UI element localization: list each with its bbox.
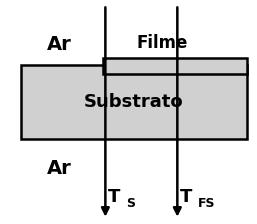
Text: T: T (108, 188, 120, 206)
Text: T: T (180, 188, 192, 206)
Text: Ar: Ar (47, 159, 71, 177)
Text: Filme: Filme (136, 34, 188, 52)
Bar (21, 65, 247, 139)
Text: Ar: Ar (47, 35, 71, 54)
Text: S: S (126, 197, 135, 210)
Text: FS: FS (198, 197, 215, 210)
Text: Substrato: Substrato (84, 93, 183, 111)
Bar (103, 58, 247, 74)
